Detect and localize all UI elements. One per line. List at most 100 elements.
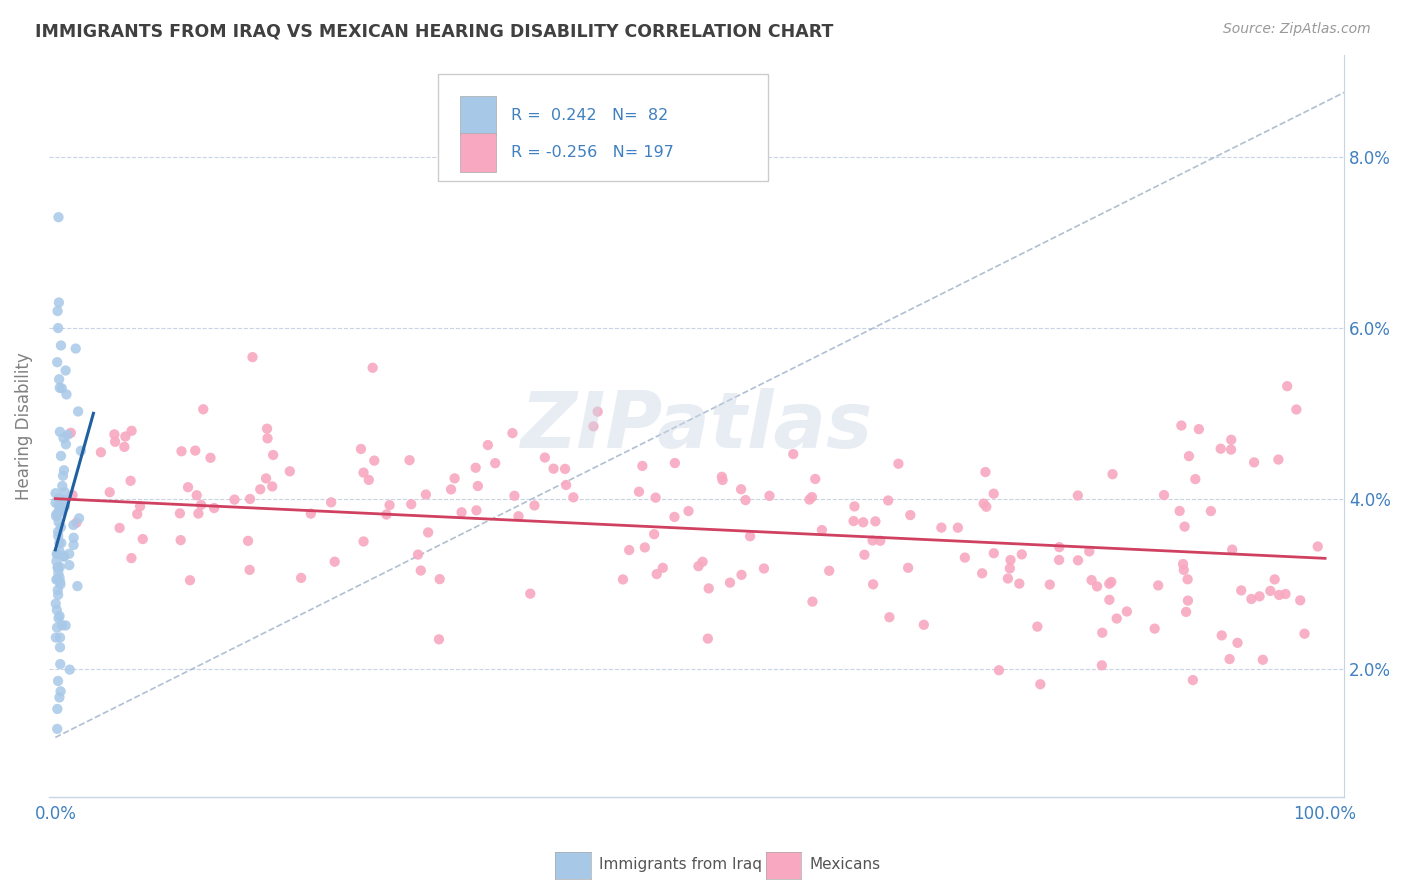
Point <box>67 511 90 525</box>
Point <box>842 514 865 528</box>
Point <box>730 567 752 582</box>
Point <box>987 663 1010 677</box>
Point <box>177 480 200 494</box>
Point <box>103 427 125 442</box>
Point <box>897 561 920 575</box>
Point <box>49 657 72 672</box>
Point <box>236 533 259 548</box>
Point <box>59 663 82 677</box>
Point <box>56 427 79 442</box>
Point <box>361 360 384 375</box>
Point <box>1177 593 1199 607</box>
Point <box>972 566 994 581</box>
Point <box>782 447 804 461</box>
Point <box>877 493 900 508</box>
Point <box>1011 548 1033 562</box>
Point <box>52 431 75 445</box>
Point <box>440 483 463 497</box>
Point <box>112 440 135 454</box>
Point <box>1115 604 1137 618</box>
Point <box>49 631 72 645</box>
Point <box>1047 540 1070 554</box>
Point <box>104 434 127 449</box>
Point <box>1091 625 1114 640</box>
Point <box>48 499 70 513</box>
Point <box>46 621 69 635</box>
Point <box>415 487 437 501</box>
Point <box>862 577 884 591</box>
Point <box>48 295 70 310</box>
Point <box>169 533 191 548</box>
Point <box>1099 574 1122 589</box>
Point <box>443 471 465 485</box>
Point <box>48 611 70 625</box>
Point <box>169 507 191 521</box>
Point <box>299 507 322 521</box>
Point <box>758 489 780 503</box>
Point <box>555 478 578 492</box>
Point <box>48 535 70 549</box>
Point <box>55 387 77 401</box>
Point <box>912 617 935 632</box>
Point <box>239 491 262 506</box>
Point <box>634 541 657 555</box>
Point <box>688 559 710 574</box>
Point <box>190 498 212 512</box>
Point <box>46 355 69 369</box>
Point <box>55 437 77 451</box>
Point <box>1188 422 1211 436</box>
Point <box>1274 587 1296 601</box>
Point <box>983 486 1005 500</box>
Point <box>696 632 718 646</box>
Point <box>664 509 686 524</box>
Point <box>49 381 72 395</box>
Point <box>52 468 75 483</box>
Point <box>46 722 69 736</box>
Point <box>998 561 1021 575</box>
Point <box>114 429 136 443</box>
Point <box>46 561 69 575</box>
Point <box>1047 553 1070 567</box>
Point <box>278 464 301 478</box>
Point <box>256 431 278 445</box>
Point <box>239 563 262 577</box>
Point <box>48 504 70 518</box>
Point <box>800 490 823 504</box>
Point <box>1175 605 1198 619</box>
Point <box>49 338 72 352</box>
Point <box>1080 573 1102 587</box>
Point <box>811 523 834 537</box>
Point <box>45 547 67 561</box>
Point <box>1220 542 1243 557</box>
Point <box>1240 591 1263 606</box>
Text: ZIPatlas: ZIPatlas <box>520 388 873 464</box>
Point <box>1220 442 1243 457</box>
Point <box>1219 652 1241 666</box>
Text: R = -0.256   N= 197: R = -0.256 N= 197 <box>512 145 675 160</box>
Point <box>1067 553 1090 567</box>
Point <box>350 442 373 456</box>
Point <box>678 504 700 518</box>
Point <box>357 473 380 487</box>
Point <box>1209 442 1232 456</box>
Point <box>170 444 193 458</box>
Point <box>953 550 976 565</box>
Point <box>52 549 75 564</box>
Text: R =  0.242   N=  82: R = 0.242 N= 82 <box>512 108 669 123</box>
Point <box>1249 590 1271 604</box>
Point <box>644 491 666 505</box>
Point <box>406 548 429 562</box>
Point <box>46 560 69 574</box>
Point <box>62 538 84 552</box>
Point <box>62 488 84 502</box>
Point <box>818 564 841 578</box>
Point <box>730 482 752 496</box>
Point <box>1091 658 1114 673</box>
Point <box>49 425 72 439</box>
Point <box>46 566 69 580</box>
Point <box>120 551 142 566</box>
Point <box>1008 576 1031 591</box>
Point <box>1143 622 1166 636</box>
Point <box>46 583 69 598</box>
Point <box>1289 593 1312 607</box>
